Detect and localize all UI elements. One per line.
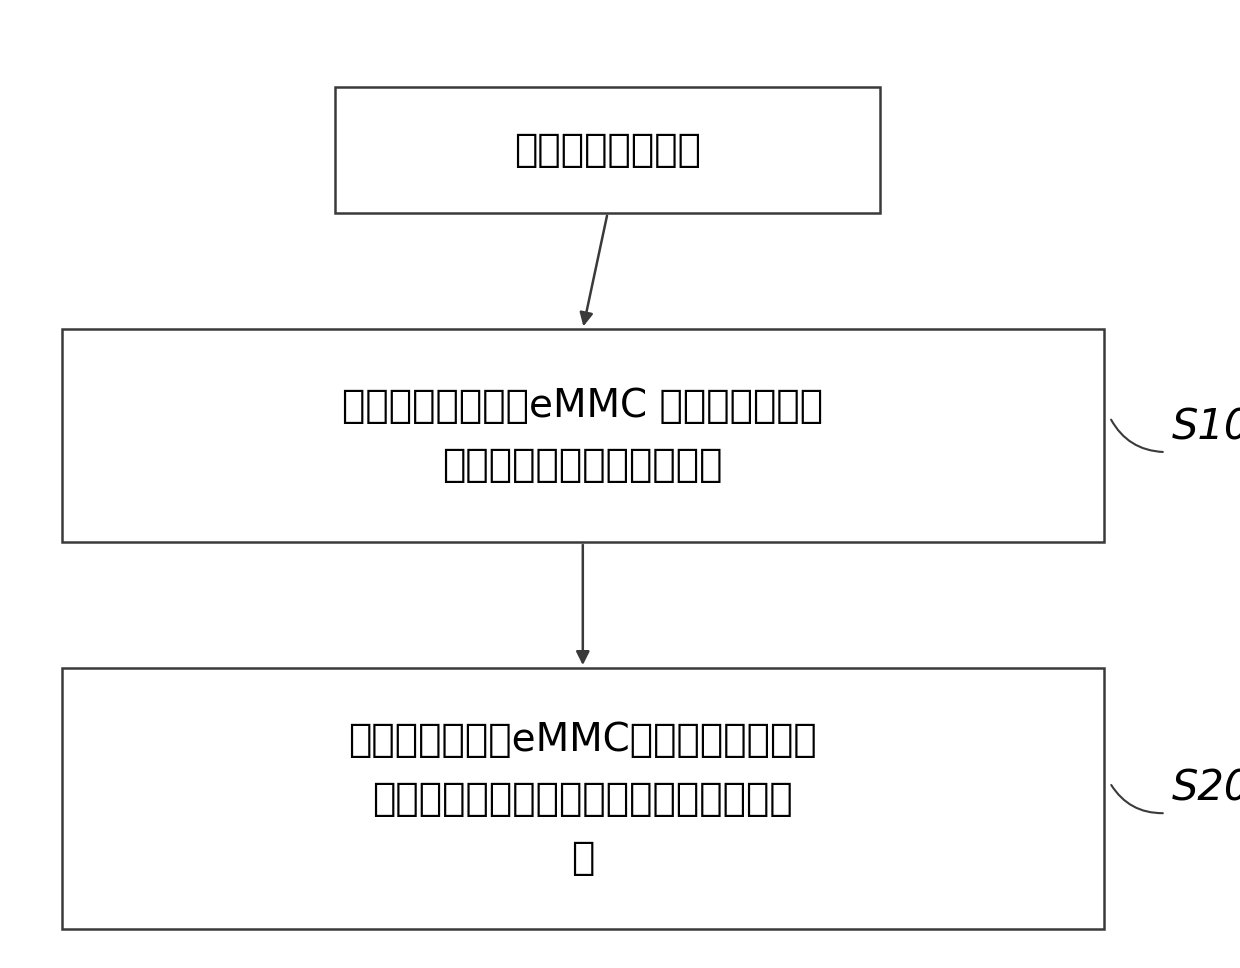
Bar — [335, 87, 880, 213]
Text: 终端正常开机使用: 终端正常开机使用 — [515, 131, 701, 169]
Text: S20: S20 — [1172, 768, 1240, 810]
Bar — [62, 329, 1104, 542]
Text: 动态统计和检测eMMC分区数据，并实时
调整分区地址映射方式和映射表的存储位
置: 动态统计和检测eMMC分区数据，并实时 调整分区地址映射方式和映射表的存储位 置 — [348, 720, 817, 877]
Text: S10: S10 — [1172, 407, 1240, 449]
Bar — [62, 668, 1104, 929]
Text: 根据数据特性确定eMMC 分区数据地址映
射方式以及映射表存储位置: 根据数据特性确定eMMC 分区数据地址映 射方式以及映射表存储位置 — [342, 387, 823, 484]
